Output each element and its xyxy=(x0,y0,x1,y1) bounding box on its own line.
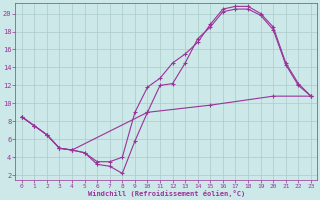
X-axis label: Windchill (Refroidissement éolien,°C): Windchill (Refroidissement éolien,°C) xyxy=(88,190,245,197)
